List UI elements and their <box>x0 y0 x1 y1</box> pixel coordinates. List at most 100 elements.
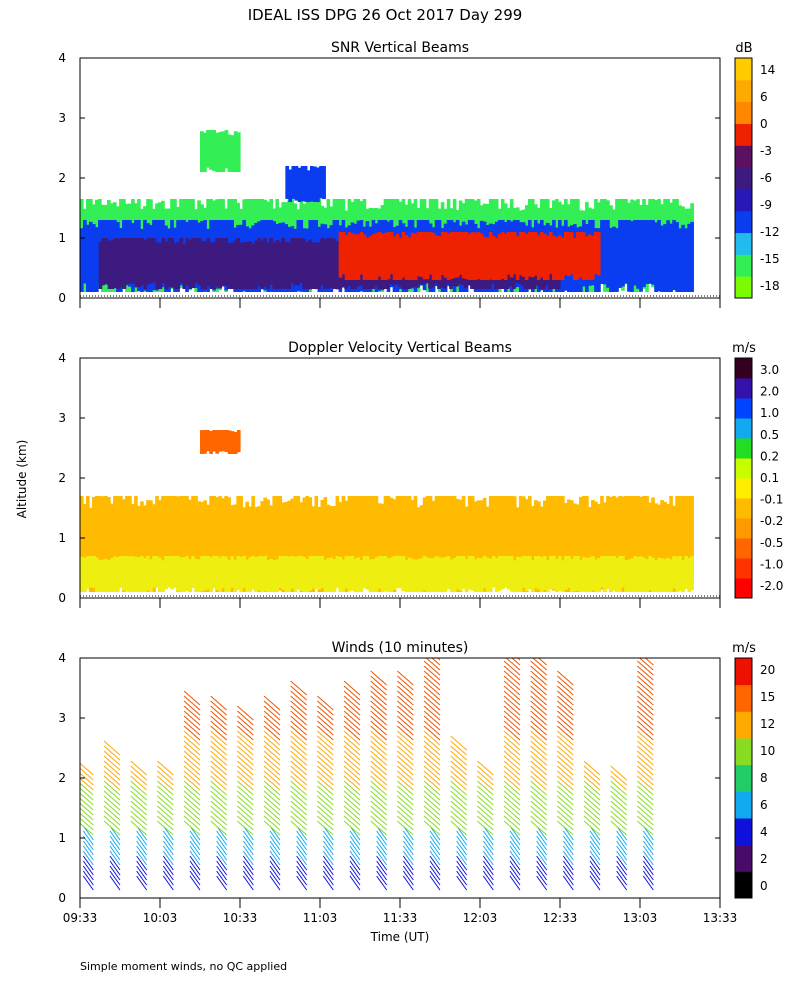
y-tick-label: 0 <box>58 591 66 605</box>
wind-barb <box>450 795 467 811</box>
heat-cell <box>503 233 508 280</box>
wind-barb <box>370 690 387 706</box>
heat-cell <box>377 556 382 589</box>
heat-cell <box>497 556 502 592</box>
heat-cell <box>332 238 336 289</box>
heat-cell <box>654 559 658 592</box>
heat-cell <box>566 232 571 277</box>
wind-barb <box>210 795 227 811</box>
wind-barb <box>423 800 441 816</box>
wind-barb <box>237 780 254 796</box>
heat-cell <box>633 556 637 592</box>
heat-cell <box>452 232 457 278</box>
wind-barb <box>210 780 227 796</box>
heat-cell <box>588 507 592 592</box>
heat-cell <box>368 496 373 581</box>
wind-barb <box>109 870 121 886</box>
heat-cell <box>654 222 658 292</box>
heat-cell <box>137 557 141 592</box>
wind-barb <box>370 730 387 746</box>
heat-cell <box>476 232 481 280</box>
heat-cell <box>570 500 574 592</box>
wind-barb <box>210 710 227 726</box>
heat-cell <box>125 556 129 592</box>
wind-barb <box>637 710 654 726</box>
wind-barb <box>296 855 308 871</box>
wind-barb <box>343 745 361 761</box>
heat-cell <box>639 556 643 592</box>
wind-barb <box>429 875 441 891</box>
heat-cell <box>248 557 252 592</box>
wind-barb <box>509 855 521 871</box>
wind-barb <box>237 715 254 731</box>
heat-cell <box>197 238 202 285</box>
wind-barb <box>402 875 414 891</box>
colorbar-swatch <box>735 378 752 399</box>
wind-barb <box>130 775 147 791</box>
heat-cell <box>182 496 186 586</box>
heat-cell <box>83 557 87 592</box>
heat-cell <box>392 499 397 592</box>
wind-barb <box>82 875 94 891</box>
wind-barb <box>397 735 414 751</box>
wind-barb <box>423 695 441 711</box>
heat-cell <box>482 236 487 280</box>
heat-cell <box>455 232 460 278</box>
wind-barb <box>237 795 254 811</box>
wind-barb <box>237 740 254 756</box>
wind-barb <box>269 865 281 881</box>
wind-barb <box>509 835 521 851</box>
colorbar-label: -6 <box>760 171 772 185</box>
heat-cell <box>170 496 174 583</box>
heat-cell <box>422 497 427 592</box>
wind-barb <box>589 855 601 871</box>
colorbar-label: 8 <box>760 771 768 785</box>
wind-barb <box>477 775 494 791</box>
wind-barb <box>130 820 147 836</box>
wind-barb <box>317 770 334 786</box>
heat-cell <box>209 430 213 454</box>
wind-profile <box>503 658 521 891</box>
wind-barb <box>583 795 601 811</box>
heat-cell <box>290 238 294 284</box>
heat-cell <box>269 238 274 285</box>
wind-barb <box>343 780 361 796</box>
wind-barb <box>370 790 387 806</box>
colorbar-swatch <box>735 558 752 579</box>
heat-cell <box>191 556 195 588</box>
heat-cell <box>347 496 352 583</box>
heat-cell <box>215 238 220 287</box>
wind-profile <box>317 695 334 891</box>
wind-barb <box>402 845 414 861</box>
wind-barb <box>557 735 574 751</box>
heat-cell <box>326 238 330 289</box>
heat-cell <box>374 496 379 591</box>
wind-barb <box>583 770 601 786</box>
wind-barb <box>343 790 361 806</box>
y-tick-label: 4 <box>58 651 66 665</box>
wind-barb <box>456 870 468 886</box>
heat-cell <box>666 504 670 592</box>
heat-cell <box>597 558 601 592</box>
wind-barb <box>530 800 547 816</box>
wind-barb <box>210 820 227 836</box>
wind-barb <box>557 710 574 726</box>
heat-cell <box>398 237 403 280</box>
wind-barb <box>583 800 601 816</box>
heat-cell <box>194 559 198 592</box>
wind-profile <box>157 760 174 891</box>
heat-cell <box>306 170 311 202</box>
heat-cell <box>374 557 379 592</box>
wind-barb <box>402 870 414 886</box>
heat-cell <box>488 496 493 582</box>
wind-barb <box>503 675 521 691</box>
heat-cell <box>383 556 388 592</box>
wind-barb <box>263 790 281 806</box>
wind-barb <box>503 750 521 766</box>
heat-cell <box>185 556 189 592</box>
heat-cell <box>308 497 313 592</box>
wind-barb <box>183 775 201 791</box>
colorbar-swatch <box>735 210 752 234</box>
wind-barb <box>397 715 414 731</box>
wind-barb <box>450 775 467 791</box>
